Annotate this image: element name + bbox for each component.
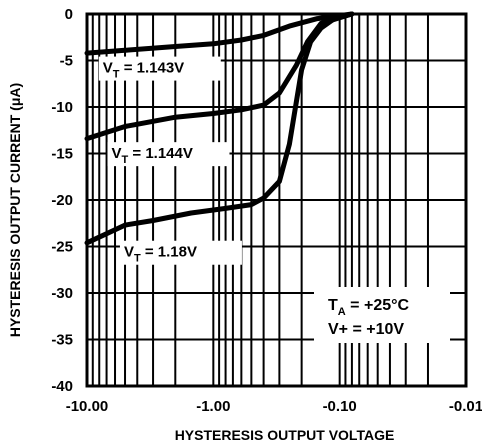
y-tick-labels: 0 -5 -10 -15 -20 -25 -30 -35 -40	[51, 6, 73, 395]
x-tick-labels: -10.00 -1.00 -0.10 -0.01	[66, 398, 482, 415]
y-tick-label: -15	[51, 146, 73, 163]
y-tick-label: -20	[51, 192, 73, 209]
x-tick-label: -10.00	[66, 398, 109, 415]
curve-label-main: V	[103, 60, 113, 77]
y-tick-label: -10	[51, 99, 73, 116]
x-tick-label: -1.00	[196, 398, 230, 415]
curve-label-value: = 1.18V	[141, 244, 197, 261]
condition-text-value: = +25°C	[346, 297, 410, 314]
x-tick-label: -0.01	[449, 398, 482, 415]
curve-label-main: V	[111, 145, 121, 162]
condition-text-main: V+ = +10V	[328, 321, 404, 338]
condition-text: V+ = +10V	[328, 321, 404, 338]
y-axis-title: HYSTERESIS OUTPUT CURRENT (μA)	[7, 83, 23, 337]
curve-label-main: V	[124, 244, 134, 261]
conditions-label: TA = +25°C V+ = +10V	[314, 287, 450, 343]
condition-text-main: T	[328, 297, 338, 314]
x-axis-title: HYSTERESIS OUTPUT VOLTAGE	[175, 427, 395, 443]
curve-label-value: = 1.144V	[128, 145, 193, 162]
curve-label-value: = 1.143V	[120, 60, 185, 77]
y-tick-label: -30	[51, 285, 73, 302]
y-tick-label: -35	[51, 332, 73, 349]
y-tick-label: -25	[51, 239, 73, 256]
x-tick-label: -0.10	[323, 398, 357, 415]
y-tick-label: -5	[60, 53, 73, 70]
condition-text-subscript: A	[338, 306, 346, 318]
y-tick-label: 0	[65, 6, 73, 23]
y-tick-label: -40	[51, 378, 73, 395]
